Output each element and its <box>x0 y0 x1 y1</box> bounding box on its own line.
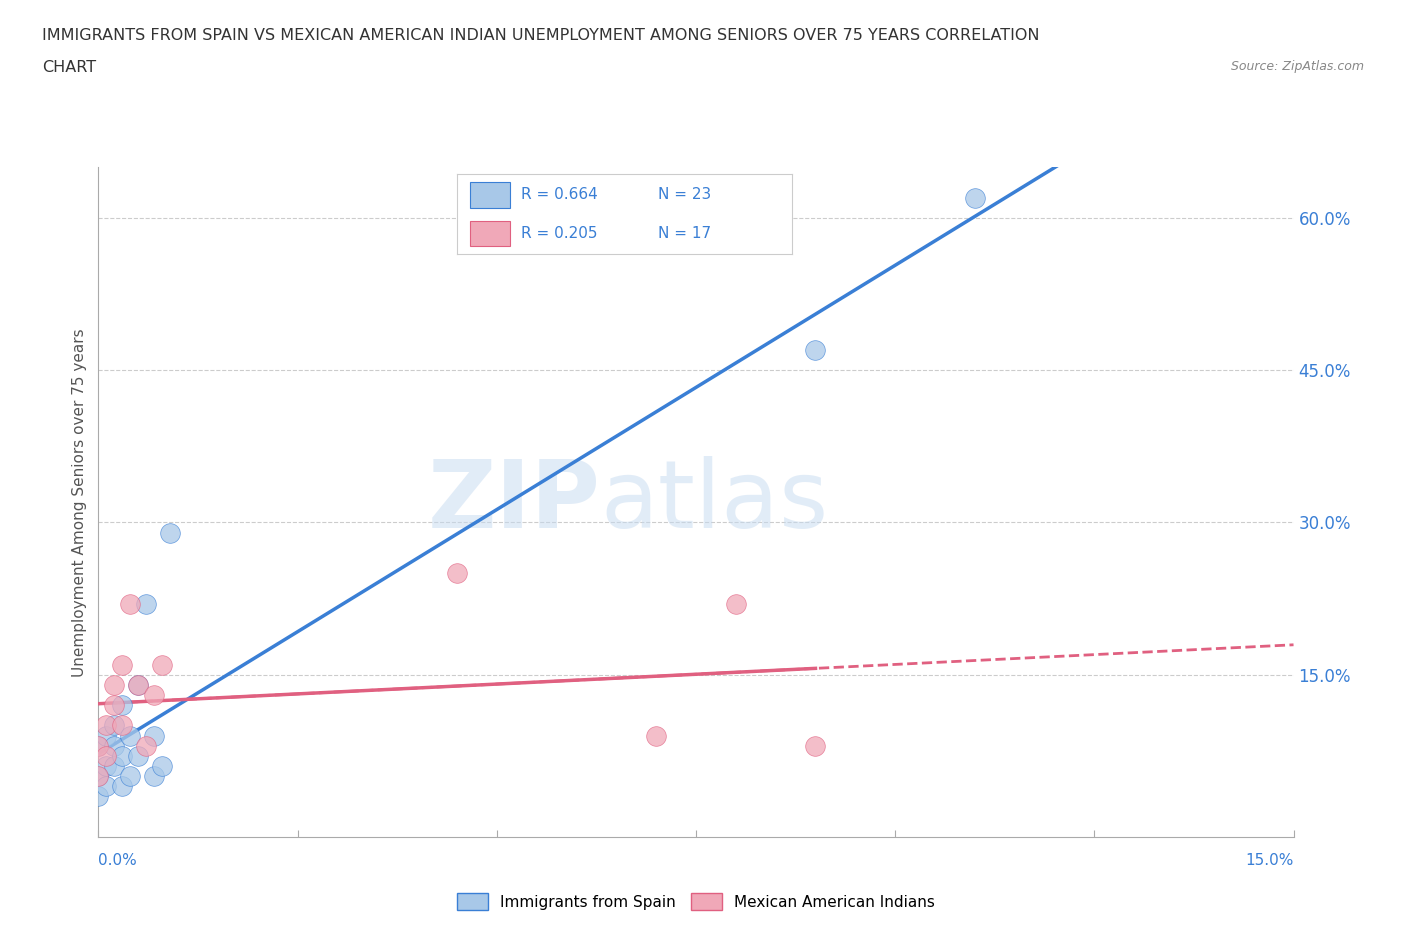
Point <box>96 778 118 793</box>
Point <box>150 658 173 672</box>
Point <box>804 738 827 753</box>
Point <box>103 677 125 692</box>
Point <box>111 718 134 733</box>
Point <box>103 718 125 733</box>
Point <box>96 749 118 764</box>
Text: atlas: atlas <box>600 457 828 548</box>
Point <box>143 769 166 784</box>
Point <box>87 769 110 784</box>
Point <box>127 749 149 764</box>
Point <box>135 738 157 753</box>
Point <box>804 342 827 357</box>
Point <box>87 769 110 784</box>
Point <box>103 698 125 712</box>
Point <box>111 778 134 793</box>
Y-axis label: Unemployment Among Seniors over 75 years: Unemployment Among Seniors over 75 years <box>72 328 87 676</box>
Legend: Immigrants from Spain, Mexican American Indians: Immigrants from Spain, Mexican American … <box>451 886 941 916</box>
Point <box>87 738 110 753</box>
Point <box>150 759 173 774</box>
Point <box>96 718 118 733</box>
Point <box>96 728 118 743</box>
Point <box>963 191 986 206</box>
Point <box>143 687 166 702</box>
Point <box>143 728 166 743</box>
Point <box>120 596 142 611</box>
Point <box>135 596 157 611</box>
Point <box>127 677 149 692</box>
Point <box>96 759 118 774</box>
Point <box>103 738 125 753</box>
Text: ZIP: ZIP <box>427 457 600 548</box>
Point <box>645 728 668 743</box>
Text: IMMIGRANTS FROM SPAIN VS MEXICAN AMERICAN INDIAN UNEMPLOYMENT AMONG SENIORS OVER: IMMIGRANTS FROM SPAIN VS MEXICAN AMERICA… <box>42 28 1039 43</box>
Point <box>127 677 149 692</box>
Point <box>103 759 125 774</box>
Text: CHART: CHART <box>42 60 96 75</box>
Point <box>87 738 110 753</box>
Point <box>159 525 181 540</box>
Text: Source: ZipAtlas.com: Source: ZipAtlas.com <box>1230 60 1364 73</box>
Point <box>87 789 110 804</box>
Point <box>111 658 134 672</box>
Text: 0.0%: 0.0% <box>98 853 138 868</box>
Point <box>111 749 134 764</box>
Point <box>111 698 134 712</box>
Point <box>120 728 142 743</box>
Point <box>724 596 747 611</box>
Point <box>446 565 468 580</box>
Point <box>120 769 142 784</box>
Text: 15.0%: 15.0% <box>1246 853 1294 868</box>
